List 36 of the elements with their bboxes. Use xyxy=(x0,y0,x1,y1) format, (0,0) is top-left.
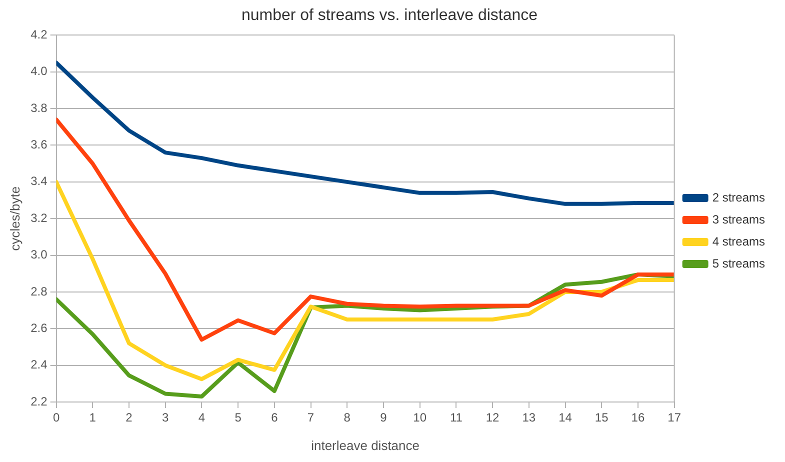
y-tick-label: 2.8 xyxy=(30,284,48,298)
x-tick-label: 12 xyxy=(486,410,500,425)
chart-title: number of streams vs. interleave distance xyxy=(241,7,538,24)
y-tick-label: 3.6 xyxy=(30,138,48,152)
x-axis-title: interleave distance xyxy=(311,438,420,453)
y-tick-label: 2.4 xyxy=(30,358,48,372)
x-tick-label: 13 xyxy=(522,410,536,425)
y-tick-label: 2.6 xyxy=(30,320,48,335)
legend-label: 4 streams xyxy=(712,234,766,248)
x-tick-label: 6 xyxy=(271,410,278,425)
x-tick-label: 4 xyxy=(198,410,206,425)
legend-label: 2 streams xyxy=(712,190,766,204)
y-tick-label: 3.0 xyxy=(30,248,48,262)
x-tick-label: 17 xyxy=(668,410,682,425)
x-tick-label: 0 xyxy=(52,410,60,425)
x-tick-label: 10 xyxy=(413,410,427,425)
y-tick-label: 2.2 xyxy=(30,394,48,408)
x-tick-label: 14 xyxy=(558,410,572,425)
y-tick-label: 3.8 xyxy=(30,100,48,115)
y-tick-label: 3.2 xyxy=(30,210,48,225)
legend-label: 5 streams xyxy=(712,256,766,270)
x-tick-label: 11 xyxy=(450,410,463,425)
y-axis-title: cycles/byte xyxy=(7,186,22,251)
legend-label: 3 streams xyxy=(712,212,766,226)
y-tick-label: 4.2 xyxy=(30,28,48,42)
x-tick-label: 2 xyxy=(126,410,133,425)
x-tick-label: 15 xyxy=(594,410,609,425)
x-tick-label: 5 xyxy=(234,410,242,425)
x-tick-label: 9 xyxy=(380,410,388,425)
y-tick-label: 4.0 xyxy=(30,64,48,78)
x-tick-label: 3 xyxy=(162,410,170,425)
y-tick-label: 3.4 xyxy=(30,174,48,188)
x-tick-label: 1 xyxy=(89,410,96,425)
x-tick-label: 16 xyxy=(631,410,645,425)
x-tick-label: 7 xyxy=(307,410,314,425)
x-tick-label: 8 xyxy=(344,410,351,425)
